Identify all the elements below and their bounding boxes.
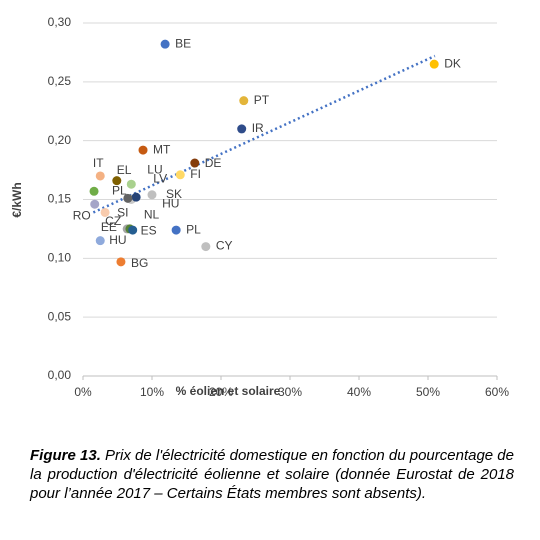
point bbox=[95, 236, 105, 246]
point bbox=[171, 225, 181, 235]
point-label: DK bbox=[444, 56, 461, 70]
point-label: DE bbox=[205, 156, 222, 170]
y-tick-label: 0,05 bbox=[48, 309, 72, 323]
x-tick-label: 20% bbox=[209, 385, 233, 399]
point-label: NL bbox=[144, 207, 160, 221]
point bbox=[116, 257, 126, 267]
point-label: BE bbox=[175, 36, 191, 50]
x-axis-title: % éolien et solaire bbox=[176, 384, 281, 398]
point-label: CZ bbox=[105, 214, 121, 228]
point-label: EE bbox=[101, 220, 117, 234]
trendline bbox=[92, 54, 436, 214]
point-label: HU bbox=[109, 233, 126, 247]
caption-label: Figure 13. bbox=[30, 447, 101, 464]
point-label: IT bbox=[93, 156, 104, 170]
y-tick-label: 0,15 bbox=[48, 192, 72, 206]
caption-text: Prix de l'électricité domestique en fonc… bbox=[30, 447, 514, 502]
point-label: PL bbox=[112, 183, 127, 197]
point bbox=[100, 207, 110, 217]
point bbox=[131, 192, 141, 202]
point bbox=[201, 242, 211, 252]
point-label: PL bbox=[186, 222, 201, 236]
point bbox=[239, 96, 249, 106]
point-label: CY bbox=[216, 239, 233, 253]
point bbox=[175, 170, 185, 180]
point bbox=[89, 186, 99, 196]
x-tick-label: 0% bbox=[74, 385, 92, 399]
point bbox=[123, 193, 133, 203]
point-label: SI bbox=[117, 206, 128, 220]
point-label: PT bbox=[254, 93, 270, 107]
caption: Figure 13. Prix de l'électricité domesti… bbox=[30, 446, 514, 503]
point-label: FI bbox=[190, 167, 201, 181]
x-tick-label: 30% bbox=[278, 385, 302, 399]
x-tick-label: 60% bbox=[485, 385, 509, 399]
point-label: HU bbox=[162, 196, 179, 210]
x-tick-label: 40% bbox=[347, 385, 371, 399]
point bbox=[138, 145, 148, 155]
point bbox=[160, 39, 170, 49]
x-tick-label: 50% bbox=[416, 385, 440, 399]
y-tick-label: 0,25 bbox=[48, 74, 72, 88]
y-axis-title: €/kWh bbox=[10, 182, 24, 217]
point bbox=[429, 59, 439, 69]
point-label: MT bbox=[153, 142, 171, 156]
y-tick-label: 0,00 bbox=[48, 368, 72, 382]
chart: % éolien et solaire €/kWh 0,00 0,05 0,10 0,… bbox=[10, 15, 509, 399]
point bbox=[237, 124, 247, 134]
point bbox=[112, 176, 122, 186]
point-label: IR bbox=[252, 121, 264, 135]
point-label: LU bbox=[147, 162, 162, 176]
point-label: ES bbox=[141, 223, 157, 237]
point-label: LV bbox=[153, 172, 167, 186]
y-tick-label: 0,10 bbox=[48, 251, 72, 265]
y-tick-label: 0,20 bbox=[48, 133, 72, 147]
point bbox=[128, 225, 138, 235]
point bbox=[147, 190, 157, 200]
point-label: BG bbox=[131, 256, 148, 270]
point-label: RO bbox=[73, 208, 91, 222]
point bbox=[90, 199, 100, 209]
point-label: SK bbox=[166, 187, 182, 201]
x-tick-label: 10% bbox=[140, 385, 164, 399]
y-tick-label: 0,30 bbox=[48, 15, 72, 29]
point bbox=[126, 179, 136, 189]
point bbox=[95, 171, 105, 181]
point-label: EL bbox=[117, 163, 132, 177]
point bbox=[190, 158, 200, 168]
